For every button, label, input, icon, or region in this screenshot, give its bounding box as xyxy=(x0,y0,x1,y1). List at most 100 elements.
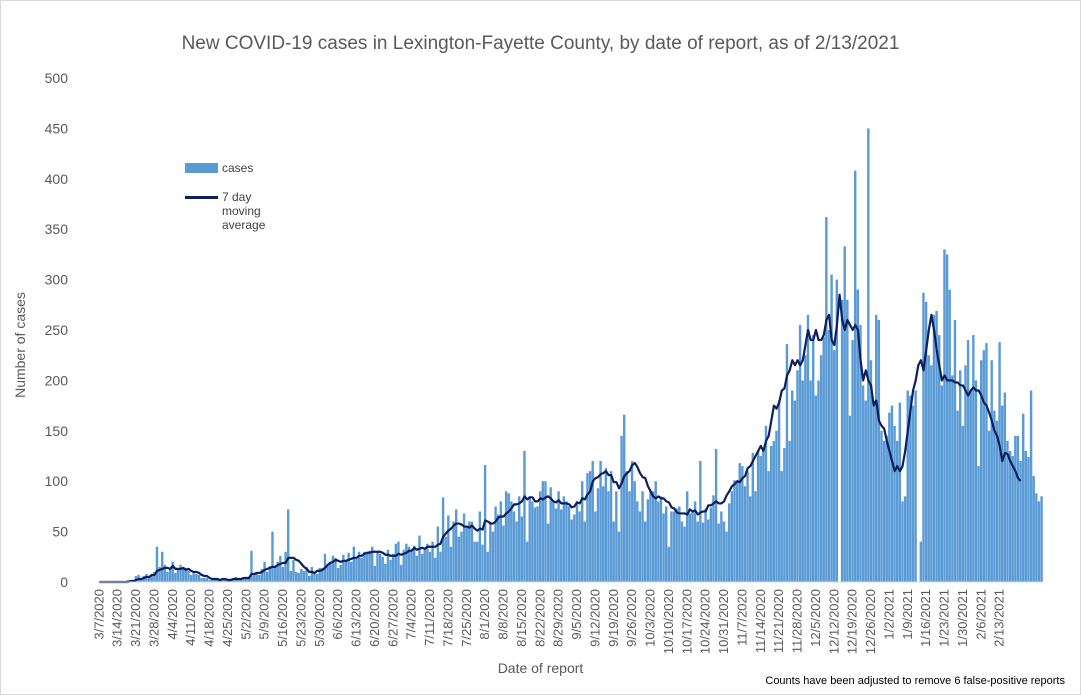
bar-cases xyxy=(864,400,867,582)
legend-swatch-cases xyxy=(185,163,218,173)
bar-cases xyxy=(730,491,734,582)
bar-cases xyxy=(644,521,647,582)
bar-cases xyxy=(321,567,324,582)
bar-cases xyxy=(525,541,529,582)
moving-average-line xyxy=(99,293,1022,584)
x-tick-label: 9/12/2020 xyxy=(587,589,602,647)
bar-cases xyxy=(455,509,458,582)
bar-cases xyxy=(389,559,392,582)
bar-cases xyxy=(250,550,253,582)
bar-cases xyxy=(764,425,768,582)
x-tick-label: 3/21/2020 xyxy=(128,589,143,647)
bar-cases xyxy=(1024,450,1028,582)
bar-cases xyxy=(688,513,692,582)
bar-cases xyxy=(554,508,558,582)
bar-cases xyxy=(528,496,531,582)
bar-cases xyxy=(536,506,539,582)
bar-cases xyxy=(615,491,618,582)
bar-cases xyxy=(420,553,424,582)
bar-cases xyxy=(638,511,642,582)
bar-cases xyxy=(523,450,526,582)
bar-cases xyxy=(940,385,944,582)
y-tick-label: 100 xyxy=(45,473,69,489)
bar-cases xyxy=(1019,461,1022,582)
bar-cases xyxy=(953,319,957,582)
bar-cases xyxy=(478,511,482,582)
bar-cases xyxy=(901,501,904,582)
bar-cases xyxy=(990,360,993,582)
bar-cases xyxy=(284,551,287,582)
bar-cases xyxy=(699,461,702,582)
x-tick-label: 2/6/2021 xyxy=(973,589,988,640)
bar-cases xyxy=(407,546,411,582)
bar-cases xyxy=(770,445,773,582)
bar-cases xyxy=(720,511,723,582)
bar-cases xyxy=(195,573,198,582)
bar-cases xyxy=(956,410,959,582)
bar-cases xyxy=(804,355,807,582)
bar-cases xyxy=(208,579,211,582)
bar-cases xyxy=(982,350,986,582)
bar-cases xyxy=(617,531,621,582)
bar-cases xyxy=(405,543,408,582)
bar-cases xyxy=(166,571,169,582)
bar-cases xyxy=(633,481,636,582)
bar-cases xyxy=(872,400,875,582)
x-tick-label: 5/23/2020 xyxy=(293,589,308,647)
x-tick-label: 9/19/2020 xyxy=(606,589,621,647)
bar-cases xyxy=(473,541,476,582)
bar-cases xyxy=(885,435,888,582)
bar-cases xyxy=(386,549,390,582)
bar-cases xyxy=(171,561,174,582)
bar-cases xyxy=(431,541,434,582)
bar-cases xyxy=(465,526,468,582)
bar-cases xyxy=(486,551,489,582)
y-tick-label: 200 xyxy=(45,372,69,388)
x-tick-label: 11/14/2020 xyxy=(753,589,768,653)
bar-cases xyxy=(623,414,626,582)
bar-cases xyxy=(378,553,382,582)
bar-cases xyxy=(767,471,770,582)
bar-cases xyxy=(935,310,938,582)
bar-cases xyxy=(930,365,933,582)
bar-cases xyxy=(1037,501,1041,582)
bar-cases xyxy=(599,461,602,582)
bar-cases xyxy=(728,503,731,582)
bar-cases xyxy=(239,578,243,582)
bar-cases xyxy=(197,574,201,582)
bar-cases xyxy=(567,506,571,582)
x-tick-label: 12/12/2020 xyxy=(826,589,841,654)
bar-cases xyxy=(791,390,794,582)
bar-cases xyxy=(591,461,594,582)
x-tick-label: 6/27/2020 xyxy=(385,589,400,647)
bar-cases xyxy=(801,380,804,582)
bar-cases xyxy=(775,430,778,582)
bar-cases xyxy=(977,466,980,582)
bar-cases xyxy=(531,501,534,582)
bar-cases xyxy=(596,488,600,582)
bar-cases xyxy=(279,555,282,582)
bar-cases xyxy=(318,567,321,582)
bar-cases xyxy=(693,501,697,582)
bar-cases xyxy=(796,370,799,582)
bar-cases xyxy=(326,565,329,582)
bar-cases xyxy=(759,456,762,582)
bar-cases xyxy=(683,526,686,582)
bar-cases xyxy=(533,507,537,582)
bar-cases xyxy=(882,440,886,582)
x-tick-label: 11/28/2020 xyxy=(790,589,805,653)
bar-cases xyxy=(578,511,581,582)
bar-cases xyxy=(402,549,405,582)
x-tick-label: 1/23/2021 xyxy=(937,589,952,647)
bar-cases xyxy=(289,570,293,582)
x-tick-label: 10/31/2020 xyxy=(716,589,731,654)
bar-cases xyxy=(444,536,447,582)
bar-cases xyxy=(906,390,909,582)
bar-cases xyxy=(565,501,568,582)
bar-cases xyxy=(696,521,699,582)
bar-cases xyxy=(914,390,917,582)
bar-cases xyxy=(300,568,303,582)
bar-cases xyxy=(602,486,605,582)
bar-cases xyxy=(678,506,681,582)
bar-cases xyxy=(675,508,678,582)
